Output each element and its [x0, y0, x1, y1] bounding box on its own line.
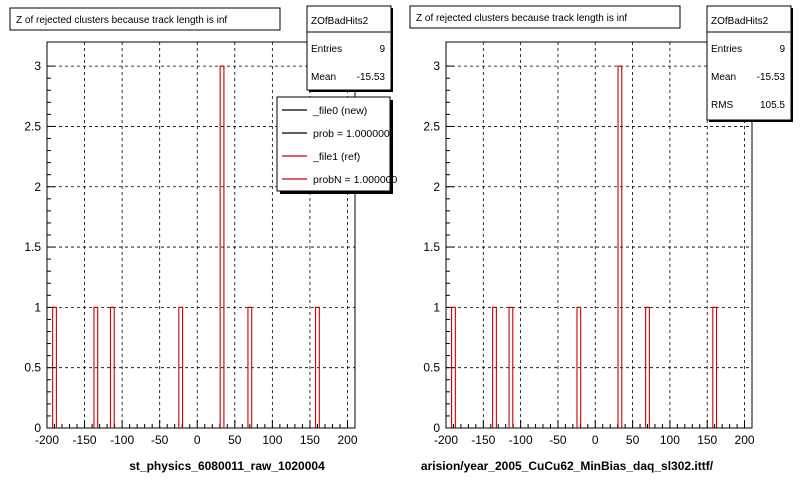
stats-value: -15.53 — [357, 72, 386, 83]
stats-box — [306, 5, 392, 91]
y-tick-label: 2.5 — [423, 119, 440, 133]
title-box — [409, 5, 681, 29]
plot-frame — [445, 41, 753, 429]
y-tick-label: 0 — [433, 421, 440, 435]
y-tick-label: 1 — [433, 300, 440, 314]
y-tick-label: 1.5 — [423, 240, 440, 254]
title-box — [9, 7, 281, 31]
chart-title: Z of rejected clusters because track len… — [416, 13, 627, 24]
y-tick-label: 2 — [433, 180, 440, 194]
histogram-panel-1: -200 -150 -100 -50 0 50 100 150 200 0 0.5 1 1.5 2 2.5 3… — [9, 5, 398, 473]
x-tick-label: -100 — [110, 433, 134, 447]
y-tick-label: 3 — [34, 59, 41, 73]
y-tick-label: 2.5 — [24, 119, 41, 133]
x-tick-label: 50 — [228, 433, 242, 447]
x-tick-label: -100 — [509, 433, 533, 447]
x-tick-label: 100 — [660, 433, 680, 447]
stats-label: RMS — [711, 100, 734, 111]
y-tick-label: 0 — [34, 421, 41, 435]
stats-label: Entries — [311, 44, 342, 55]
stats-title: ZOfBadHits2 — [311, 16, 369, 27]
x-tick-label: 0 — [592, 433, 599, 447]
legend-label: probN = 1.000000 — [313, 174, 398, 186]
x-tick-label: 100 — [262, 433, 282, 447]
x-tick-label: 200 — [735, 433, 755, 447]
stats-title: ZOfBadHits2 — [711, 16, 769, 27]
chart-title: Z of rejected clusters because track len… — [16, 15, 227, 26]
x-axis-label: arision/year_2005_CuCu62_MinBias_daq_sl3… — [421, 459, 714, 473]
legend-label: _file0 (new) — [312, 105, 367, 117]
x-tick-label: 0 — [194, 433, 201, 447]
legend-label: _file1 (ref) — [312, 151, 360, 163]
legend-label: prob = 1.000000 — [313, 128, 390, 140]
y-tick-label: 1.5 — [24, 240, 41, 254]
x-tick-label: -150 — [471, 433, 495, 447]
y-tick-label: 2 — [34, 180, 41, 194]
stats-value: 9 — [779, 44, 785, 55]
x-tick-label: -200 — [35, 433, 59, 447]
histogram-panel-2: -200 -150 -100 -50 0 50 100 150 200 0 0.5 1 1.5 2 2.5 3… — [409, 5, 793, 473]
stats-box — [706, 5, 792, 121]
x-tick-label: -150 — [73, 433, 97, 447]
stats-value: 105.5 — [760, 100, 785, 111]
y-tick-label: 0.5 — [423, 361, 440, 375]
x-tick-label: -200 — [434, 433, 458, 447]
x-tick-label: 50 — [626, 433, 640, 447]
x-tick-label: -50 — [151, 433, 169, 447]
stats-label: Mean — [711, 72, 736, 83]
y-tick-label: 0.5 — [24, 361, 41, 375]
x-axis-label: st_physics_6080011_raw_1020004 — [129, 459, 325, 473]
x-tick-label: -50 — [549, 433, 567, 447]
stats-value: -15.53 — [757, 72, 786, 83]
y-tick-label: 1 — [34, 300, 41, 314]
y-tick-label: 3 — [433, 59, 440, 73]
stats-value: 9 — [379, 44, 385, 55]
x-tick-label: 150 — [697, 433, 717, 447]
legend-box — [276, 96, 391, 192]
stats-label: Mean — [311, 72, 336, 83]
stats-label: Entries — [711, 44, 742, 55]
x-tick-label: 150 — [300, 433, 320, 447]
x-tick-label: 200 — [337, 433, 357, 447]
